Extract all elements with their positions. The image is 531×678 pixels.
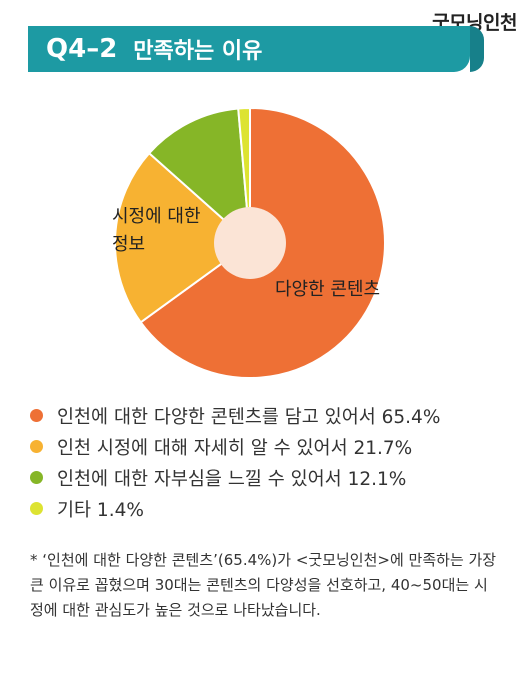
legend-label: 기타 1.4% — [57, 499, 144, 521]
legend-dot — [30, 502, 43, 515]
pie-slice-3 — [147, 107, 252, 246]
pie-slice-2 — [114, 151, 252, 324]
legend-item: 인천 시정에 대해 자세히 알 수 있어서 21.7% — [30, 431, 440, 462]
legend-label: 인천에 대한 자부심을 느낄 수 있어서 12.1% — [57, 468, 407, 490]
chart-title: 만족하는 이유 — [133, 39, 263, 64]
slice-label-city-info-line2: 정보 — [112, 234, 145, 255]
legend-dot — [30, 471, 43, 484]
legend-label: 인천 시정에 대해 자세히 알 수 있어서 21.7% — [57, 437, 413, 459]
legend-dot — [30, 440, 43, 453]
legend-item: 인천에 대한 자부심을 느낄 수 있어서 12.1% — [30, 462, 440, 493]
title-bar-tab — [470, 26, 484, 72]
legend-dot — [30, 409, 43, 422]
question-code: Q4–2 — [46, 34, 118, 64]
legend-item: 인천에 대한 다양한 콘텐츠를 담고 있어서 65.4% — [30, 400, 440, 431]
slice-label-city-info-line1: 시정에 대한 — [112, 206, 201, 227]
legend-label: 인천에 대한 다양한 콘텐츠를 담고 있어서 65.4% — [57, 406, 441, 428]
footnote: * ‘인천에 대한 다양한 콘텐츠’(65.4%)가 <굿모닝인천>에 만족하는… — [30, 551, 497, 619]
slice-label-diverse-content: 다양한 콘텐츠 — [275, 279, 380, 300]
legend: 인천에 대한 다양한 콘텐츠를 담고 있어서 65.4% 인천 시정에 대해 자… — [30, 400, 440, 524]
title-bar: Q4–2 만족하는 이유 — [28, 26, 470, 72]
donut-hole — [214, 207, 286, 279]
legend-item: 기타 1.4% — [30, 493, 440, 524]
donut-chart: 다양한 콘텐츠 시정에 대한 정보 — [112, 106, 386, 379]
